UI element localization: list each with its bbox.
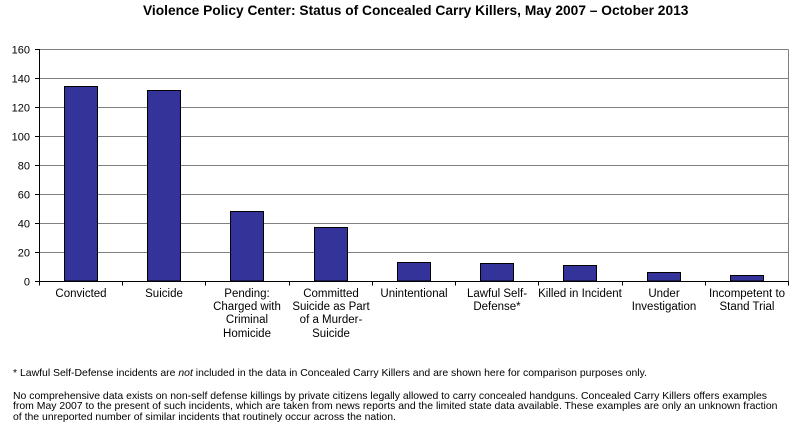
svg-text:140: 140 xyxy=(12,74,30,86)
svg-text:160: 160 xyxy=(12,45,30,57)
svg-text:20: 20 xyxy=(18,248,30,260)
svg-text:100: 100 xyxy=(12,132,30,144)
svg-text:120: 120 xyxy=(12,103,30,115)
svg-text:0: 0 xyxy=(24,277,30,289)
svg-text:80: 80 xyxy=(18,161,30,173)
svg-text:60: 60 xyxy=(18,190,30,202)
svg-text:40: 40 xyxy=(18,219,30,231)
